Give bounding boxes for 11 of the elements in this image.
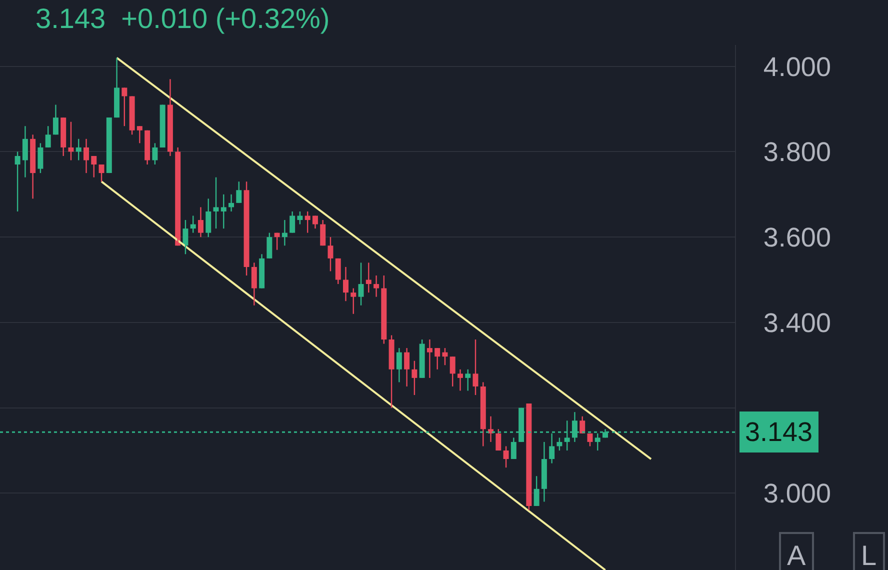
- text: L: [861, 540, 877, 570]
- y-tick-label: 3.800: [763, 137, 831, 168]
- candlestick: [106, 116, 112, 174]
- y-tick-label: 3.000: [763, 478, 831, 509]
- ref-line-label: 3.143: [745, 417, 813, 447]
- y-tick-label: 4.000: [763, 52, 831, 82]
- candlestick: [160, 104, 166, 148]
- y-tick-label: 3.600: [763, 222, 831, 253]
- y-tick-label: 3.400: [763, 308, 831, 338]
- chart-title: 3.143 +0.010 (+0.32%): [36, 3, 330, 34]
- text: A: [787, 540, 806, 570]
